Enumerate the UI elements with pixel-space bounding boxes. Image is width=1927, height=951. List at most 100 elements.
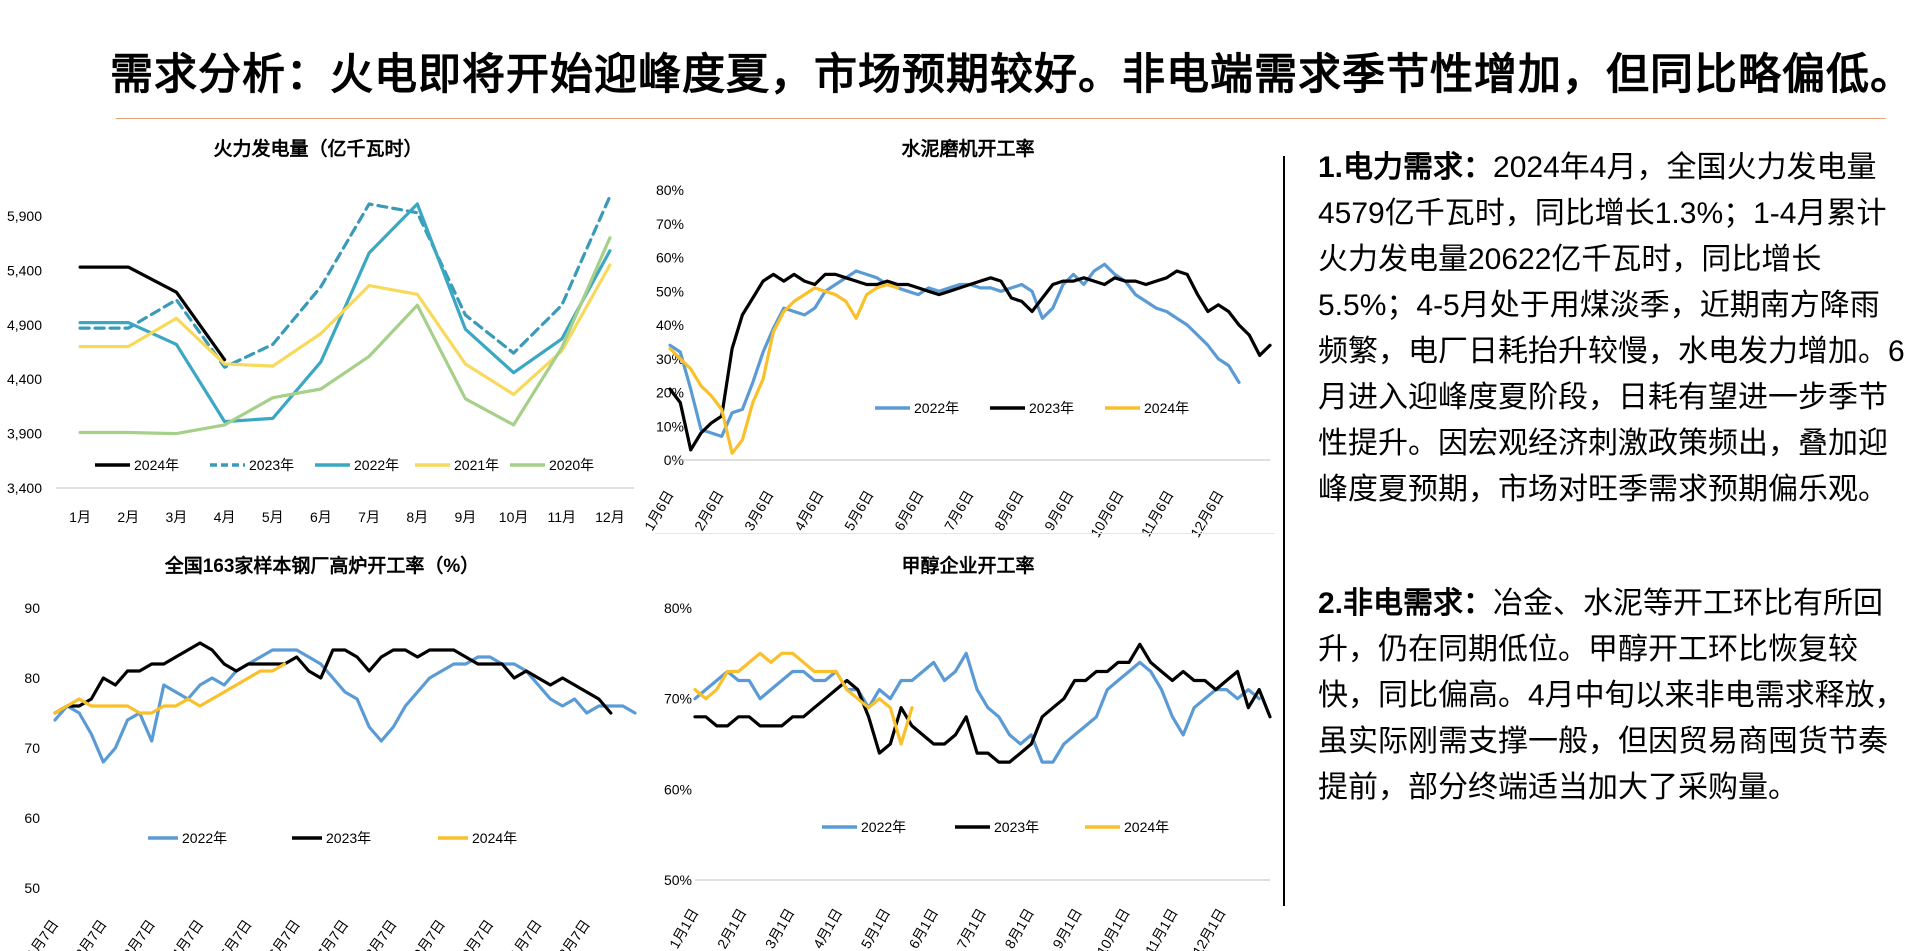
series-line-2023年	[53, 641, 613, 715]
legend-label: 2023年	[1029, 400, 1074, 416]
legend-label: 2024年	[472, 830, 517, 846]
x-tick-label: 4月	[214, 509, 236, 525]
legend-label: 2024年	[1144, 400, 1189, 416]
x-tick-label: 4月7日	[168, 917, 206, 951]
page-title: 需求分析：火电即将开始迎峰度夏，市场预期较好。非电端需求季节性增加，但同比略偏低…	[110, 51, 1914, 99]
x-tick-label: 9月6日	[1041, 488, 1077, 534]
x-tick-label: 4月1日	[810, 906, 846, 951]
x-tick-label: 8月7日	[362, 917, 400, 951]
x-tick-label: 9月	[455, 509, 477, 525]
legend-label: 2024年	[134, 457, 179, 473]
x-tick-label: 2月	[117, 509, 139, 525]
series-line-2023年	[668, 269, 1272, 452]
title-divider	[116, 118, 1886, 119]
x-tick-label: 5月	[262, 509, 284, 525]
x-tick-label: 5月7日	[217, 917, 255, 951]
y-tick-label: 70%	[664, 691, 692, 707]
series-line-2020年	[78, 236, 612, 436]
x-tick-label: 12月	[595, 509, 625, 525]
x-tick-label: 3月	[166, 509, 188, 525]
x-tick-label: 3月1日	[762, 906, 798, 951]
x-tick-label: 9月7日	[410, 917, 448, 951]
y-tick-label: 80	[24, 670, 40, 686]
x-tick-label: 7月6日	[941, 488, 977, 534]
x-tick-label: 3月7日	[120, 917, 158, 951]
chart-divider	[655, 533, 1275, 534]
y-tick-label: 80%	[656, 182, 684, 198]
series-line-2022年	[78, 202, 612, 424]
chart-title: 全国163家样本钢厂高炉开工率（%）	[164, 554, 480, 577]
x-tick-label: 3月6日	[741, 488, 777, 534]
y-tick-label: 80%	[664, 600, 692, 616]
chart-title: 水泥磨机开工率	[901, 137, 1034, 160]
series-line-2023年	[693, 642, 1272, 764]
y-tick-label: 20%	[656, 385, 684, 401]
y-tick-label: 90	[24, 600, 40, 616]
legend-label: 2020年	[549, 457, 594, 473]
non-power-demand-paragraph: 2.非电需求：冶金、水泥等开工环比有所回升，仍在同期低位。甲醇开工环比恢复较快，…	[1318, 581, 1908, 811]
series-line-2023年	[78, 194, 612, 369]
legend-label: 2022年	[914, 400, 959, 416]
x-tick-label: 5月6日	[841, 488, 877, 534]
x-tick-label: 6月6日	[891, 488, 927, 534]
x-tick-label: 6月1日	[906, 906, 942, 951]
legend-label: 2022年	[861, 819, 906, 835]
x-tick-label: 11月6日	[1138, 488, 1177, 540]
power-demand-heading: 1.电力需求：	[1318, 151, 1494, 184]
thermal-power-chart: 火力发电量（亿千瓦时） 3,400 3,900 4,400 4,900 5,400 5,90…	[7, 137, 634, 525]
y-tick-label: 70	[24, 740, 40, 756]
y-tick-label: 50%	[656, 283, 684, 299]
x-tick-label: 10月1日	[1093, 906, 1133, 951]
series-line-2021年	[78, 263, 612, 396]
y-tick-label: 5,400	[7, 262, 42, 278]
x-tick-label: 11月1日	[1142, 906, 1181, 951]
x-tick-label: 7月	[358, 509, 380, 525]
non-power-demand-heading: 2.非电需求：	[1318, 587, 1494, 620]
x-tick-label: 1月7日	[23, 917, 61, 951]
legend-label: 2022年	[182, 830, 227, 846]
legend-label: 2022年	[354, 457, 399, 473]
x-tick-label: 6月	[310, 509, 332, 525]
series-line-2022年	[693, 651, 1261, 764]
blast-furnace-chart: 全国163家样本钢厂高炉开工率（%） 50 60 70 80 90 1月7日 2月7日 3月7日…	[23, 554, 637, 951]
x-tick-label: 1月	[69, 509, 91, 525]
analysis-panel: 1.电力需求：2024年4月，全国火力发电量4579亿千瓦时，同比增长1.3%；…	[1318, 145, 1908, 879]
series-line-2024年	[78, 265, 227, 362]
chart-title: 甲醇企业开工率	[901, 554, 1034, 577]
x-tick-label: 4月6日	[791, 488, 827, 534]
x-tick-label: 2月1日	[714, 906, 750, 951]
non-power-demand-body: 冶金、水泥等开工环比有所回升，仍在同期低位。甲醇开工环比恢复较快，同比偏高。4月…	[1318, 587, 1905, 804]
power-demand-body: 2024年4月，全国火力发电量4579亿千瓦时，同比增长1.3%；1-4月累计火…	[1318, 151, 1905, 506]
series-line-2024年	[668, 282, 900, 455]
legend-label: 2021年	[454, 457, 499, 473]
legend-label: 2024年	[1124, 819, 1169, 835]
x-tick-label: 11月	[547, 509, 576, 525]
legend-label: 2023年	[994, 819, 1039, 835]
series-line-2022年	[668, 262, 1241, 438]
series-line-2024年	[693, 651, 914, 746]
y-tick-label: 4,400	[7, 371, 42, 387]
y-tick-label: 50	[24, 880, 40, 896]
y-tick-label: 5,900	[7, 208, 42, 224]
y-tick-label: 60%	[656, 250, 684, 266]
x-tick-label: 12月7日	[551, 917, 594, 951]
x-tick-label: 12月1日	[1189, 906, 1229, 951]
methanol-chart: 甲醇企业开工率 50% 60% 70% 80% 1月1日 2月1日 3月1日 4月1日 5月1日 6…	[664, 554, 1272, 951]
y-tick-label: 70%	[656, 216, 684, 232]
chart-title: 火力发电量（亿千瓦时）	[213, 137, 422, 160]
series-line-2022年	[53, 648, 637, 764]
y-tick-label: 40%	[656, 317, 684, 333]
x-tick-label: 6月7日	[265, 917, 303, 951]
x-tick-label: 1月1日	[666, 906, 702, 951]
x-tick-label: 7月1日	[953, 906, 989, 951]
power-demand-paragraph: 1.电力需求：2024年4月，全国火力发电量4579亿千瓦时，同比增长1.3%；…	[1318, 145, 1908, 513]
y-tick-label: 3,900	[7, 426, 42, 442]
y-tick-label: 10%	[656, 418, 684, 434]
x-tick-label: 10月	[499, 509, 529, 525]
y-tick-label: 60	[24, 810, 40, 826]
y-tick-label: 60%	[664, 781, 692, 797]
x-tick-label: 2月7日	[72, 917, 110, 951]
x-tick-label: 8月6日	[991, 488, 1027, 534]
x-tick-label: 9月1日	[1049, 906, 1085, 951]
